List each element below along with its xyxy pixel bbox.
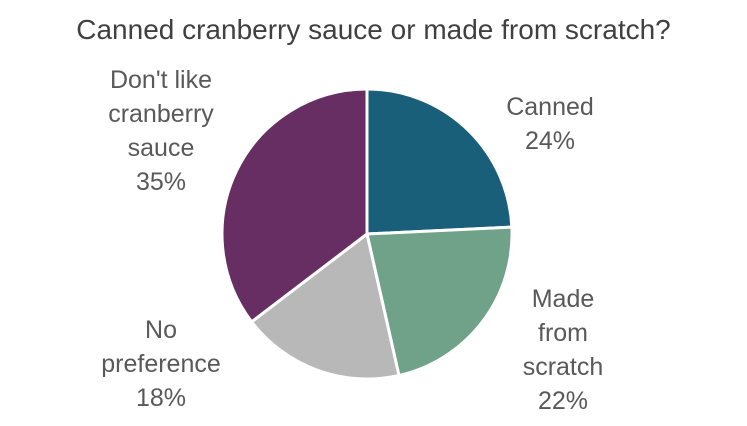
slice-label-nopref-line-2: preference (101, 350, 221, 378)
pie-slice-canned (365, 87, 514, 236)
slice-label-dislike-line-1: Don't like (109, 66, 213, 94)
slice-label-canned: Canned 24% (475, 90, 625, 158)
pie-slice-nopref (250, 232, 401, 381)
slice-label-nopref-line-1: No (145, 316, 177, 344)
slice-label-dislike-line-2: cranberry (108, 100, 214, 128)
slice-value-dislike: 35% (135, 168, 187, 196)
slice-label-scratch-line-1: Made (531, 285, 595, 313)
slice-label-scratch-line-3: scratch (522, 353, 604, 381)
slice-value-nopref: 18% (135, 384, 187, 412)
slice-label-no-preference: No preference 18% (86, 313, 236, 415)
slice-label-canned-line-1: Canned (506, 93, 594, 121)
slice-label-made-from-scratch: Made from scratch 22% (488, 282, 638, 418)
slice-label-scratch-line-2: from (538, 319, 588, 347)
slice-value-scratch: 22% (537, 387, 589, 415)
slice-value-canned: 24% (524, 127, 576, 155)
pie-slice-dislike (220, 87, 369, 324)
slice-label-dislike-line-3: sauce (127, 134, 195, 162)
chart-title: Canned cranberry sauce or made from scra… (76, 14, 671, 45)
pie-slice-scratch (365, 225, 514, 377)
slice-label-dont-like: Don't like cranberry sauce 35% (66, 63, 256, 199)
